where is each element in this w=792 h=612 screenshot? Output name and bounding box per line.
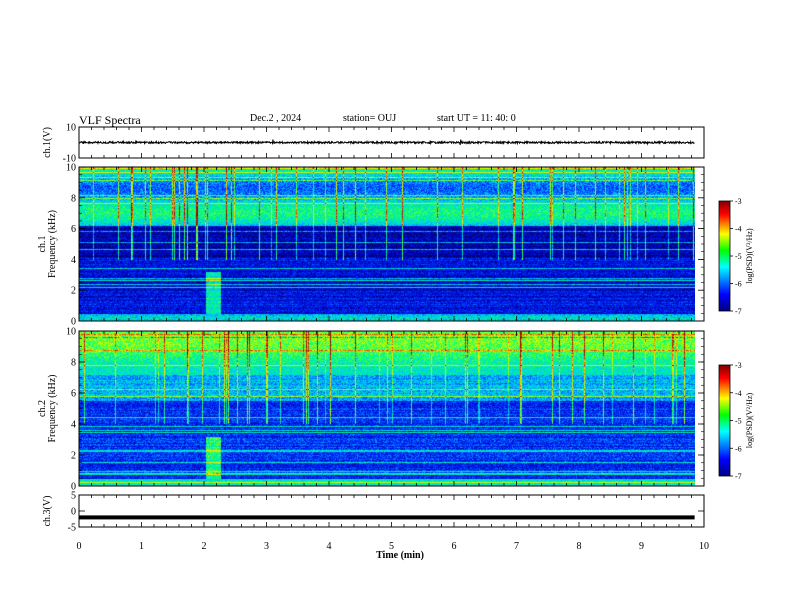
- x-axis-label: Time (min): [376, 550, 424, 561]
- y-tick-label: 2: [71, 286, 76, 297]
- colorbar-tick-label: -5: [735, 252, 742, 261]
- ch1-waveform-line: [79, 139, 695, 146]
- colorbar-tick-label: -6: [735, 280, 742, 289]
- colorbar-tick-label: -5: [735, 417, 742, 426]
- x-tick-label: 8: [577, 541, 582, 552]
- x-tick-label: 9: [639, 541, 644, 552]
- y-tick-label: 6: [71, 389, 76, 400]
- y-tick-label: 8: [71, 358, 76, 369]
- colorbar-tick-label: -4: [735, 389, 742, 398]
- x-tick-label: 2: [202, 541, 207, 552]
- y-tick-label: 2: [71, 451, 76, 462]
- x-tick-label: 1: [139, 541, 144, 552]
- x-tick-label: 4: [327, 541, 332, 552]
- y-tick-label: 8: [71, 193, 76, 204]
- ch3-waveform-line: [79, 515, 695, 520]
- colorbar-tick-label: -3: [735, 197, 742, 206]
- y-tick-label: 0: [71, 482, 76, 493]
- x-tick-label: 7: [514, 541, 519, 552]
- y-tick-label: 0: [71, 507, 76, 518]
- colorbar-label: log(PSD)(V²/Hz): [745, 393, 754, 449]
- y-tick-label: 4: [71, 420, 76, 431]
- x-tick-label: 0: [77, 541, 82, 552]
- y-tick-label: 5: [71, 491, 76, 502]
- x-tick-label: 3: [264, 541, 269, 552]
- header-station: station= OUJ: [343, 113, 397, 124]
- ch2-spectrogram-heatmap: [79, 331, 695, 486]
- ch1-colorbar: [718, 200, 731, 312]
- header-date: Dec.2 , 2024: [250, 113, 302, 124]
- colorbar-tick-label: -7: [735, 472, 742, 481]
- header-start-time: start UT = 11: 40: 0: [437, 113, 516, 124]
- y-tick-label: 0: [71, 317, 76, 328]
- y-axis-label: ch.3(V): [42, 496, 53, 527]
- ch2-colorbar: [718, 364, 731, 477]
- x-tick-label: 5: [389, 541, 394, 552]
- colorbar-tick-label: -6: [735, 444, 742, 453]
- colorbar-tick-label: -7: [735, 307, 742, 316]
- x-tick-label: 6: [452, 541, 457, 552]
- header-title: VLF Spectra: [79, 113, 141, 127]
- ch1-spectrogram-heatmap: [79, 167, 695, 321]
- y-tick-label: 6: [71, 224, 76, 235]
- x-tick-label: 10: [699, 541, 709, 552]
- y-tick-label: 10: [66, 123, 76, 134]
- y-axis-label: ch.1(V): [42, 127, 53, 158]
- colorbar-tick-label: -3: [735, 361, 742, 370]
- colorbar-label: log(PSD)(V²/Hz): [745, 228, 754, 284]
- y-tick-label: -5: [68, 523, 76, 534]
- y-tick-label: 4: [71, 255, 76, 266]
- y-axis-label: ch.1: [37, 236, 48, 253]
- y-tick-label: 10: [66, 327, 76, 338]
- y-axis-label: Frequency (kHz): [47, 210, 58, 278]
- y-tick-label: 10: [66, 163, 76, 174]
- y-axis-label: Frequency (kHz): [47, 374, 58, 442]
- colorbar-tick-label: -4: [735, 225, 742, 234]
- y-tick-label: -10: [63, 154, 76, 165]
- y-axis-label: ch.2: [37, 400, 48, 417]
